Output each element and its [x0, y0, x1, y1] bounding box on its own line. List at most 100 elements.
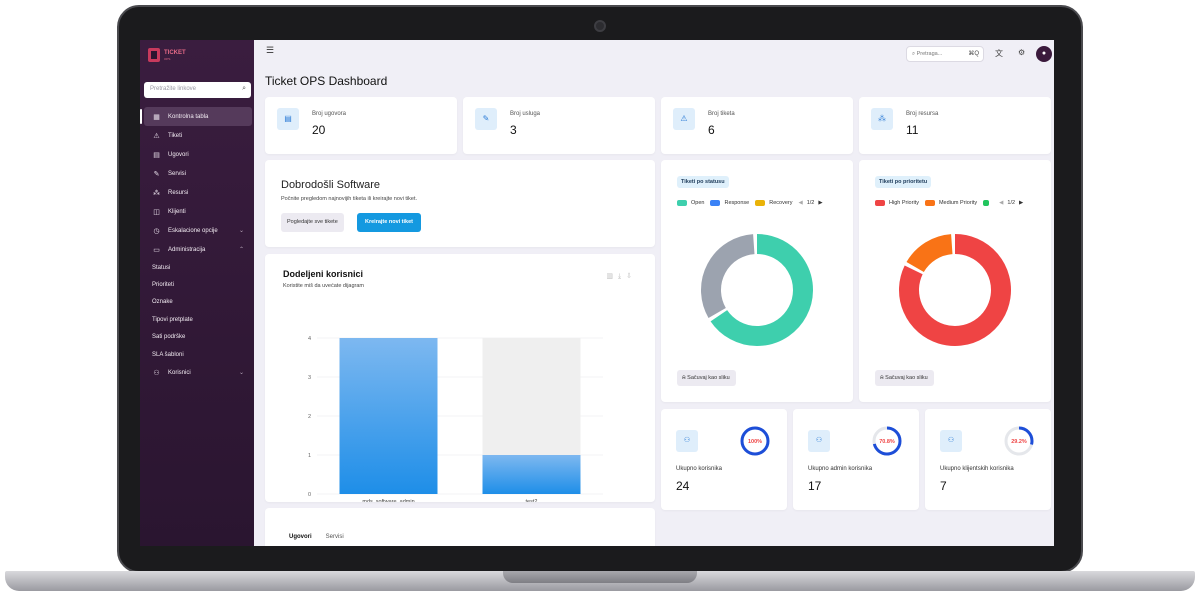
- prev-page-icon[interactable]: ◀: [798, 200, 803, 206]
- bar-chart[interactable]: 0 1 2 3 4 mds_software_admin test2: [265, 254, 655, 502]
- export-icon[interactable]: ⤓: [618, 273, 627, 280]
- wrench-icon: ✎: [153, 170, 160, 178]
- welcome-card: Dobrodošli Software Počnite pregledom na…: [265, 160, 655, 247]
- folder-icon: ▭: [153, 246, 160, 254]
- stat-card-services: ✎ Broj usluga 3: [463, 97, 655, 154]
- ring-progress: [1004, 426, 1034, 456]
- legend-label: High Priority: [889, 200, 919, 206]
- sidebar-nav: ▦ Kontrolna tabla ⚠ Tiketi ▤ Ugovori ✎ S…: [140, 107, 252, 382]
- save-image-button[interactable]: ⍾ Sačuvaj kao sliku: [875, 370, 934, 386]
- legend-swatch: [755, 200, 766, 206]
- legend-item[interactable]: [983, 200, 993, 206]
- user-card-admin: ⚇ 70.8% Ukupno admin korisnika 17: [793, 409, 919, 510]
- sidebar-search-input[interactable]: Pretražite linkove ⌕: [144, 82, 251, 98]
- welcome-text: Počnite pregledom najnovijih tiketa ili …: [281, 196, 418, 202]
- sidebar-item-dashboard[interactable]: ▦ Kontrolna tabla: [140, 107, 252, 126]
- bottom-tabs-card: Ugovori Servisi: [265, 508, 655, 546]
- global-search-placeholder: Pretraga...: [916, 51, 943, 57]
- view-all-tickets-button[interactable]: Pogledajte sve tikete: [281, 213, 344, 232]
- tab-contracts[interactable]: Ugovori: [289, 534, 312, 540]
- chevron-down-icon: ⌄: [238, 370, 244, 377]
- save-image-label: Sačuvaj kao sliku: [885, 375, 928, 381]
- search-icon: ⌕: [912, 51, 917, 57]
- tab-services[interactable]: Servisi: [325, 534, 344, 540]
- sidebar-subitem-statuses[interactable]: Statusi: [152, 264, 171, 271]
- document-icon: ▤: [153, 151, 160, 159]
- logo-text: TICKET: [164, 49, 186, 56]
- stat-label: Broj resursa: [906, 111, 939, 117]
- sidebar-subitem-tags[interactable]: Oznake: [152, 299, 173, 306]
- sidebar-item-clients[interactable]: ◫ Klijenti: [144, 202, 252, 221]
- avatar[interactable]: ●: [1036, 46, 1052, 62]
- sidebar-item-resources[interactable]: ⁂ Resursi: [144, 183, 252, 202]
- legend-item[interactable]: Open: [677, 200, 704, 206]
- stat-label: Broj tiketa: [708, 111, 735, 117]
- legend-label: Medium Priority: [938, 200, 978, 206]
- legend-pager: ◀ 1/2 ▶: [999, 200, 1023, 206]
- legend-item[interactable]: Recovery: [755, 200, 792, 206]
- sidebar-item-label: Administracija: [168, 246, 206, 253]
- status-donut-chart[interactable]: [661, 220, 853, 370]
- create-ticket-button[interactable]: Kreirajte novi tiket: [357, 213, 421, 232]
- download-icon[interactable]: ⇩: [626, 273, 637, 280]
- save-image-button[interactable]: ⍾ Sačuvaj kao sliku: [677, 370, 736, 386]
- gear-icon[interactable]: ⚙: [1018, 48, 1026, 57]
- status-legend: Open Response Recovery ◀ 1/2 ▶: [677, 200, 823, 206]
- legend-page: 1/2: [806, 200, 815, 206]
- sidebar-subitem-sla-templates[interactable]: SLA šabloni: [152, 351, 184, 358]
- next-page-icon[interactable]: ▶: [818, 200, 823, 206]
- donut-slice: [899, 234, 1011, 346]
- next-page-icon[interactable]: ▶: [1019, 200, 1024, 206]
- global-search-input[interactable]: ⌕ Pretraga... ⌘Q: [906, 46, 984, 62]
- sidebar-item-administration[interactable]: ▭ Administracija ⌃: [144, 240, 252, 259]
- users-icon: ⚇: [808, 430, 830, 452]
- sidebar-subitem-support-hours[interactable]: Sati podrške: [152, 334, 186, 341]
- user-card-label: Ukupno klijentskih korisnika: [940, 466, 1014, 472]
- x-tick-label: test2: [526, 499, 538, 502]
- sidebar-item-escalation[interactable]: ◷ Eskalacione opcije ⌄: [144, 221, 252, 240]
- sidebar-item-label: Kontrolna tabla: [168, 113, 209, 120]
- sidebar-item-contracts[interactable]: ▤ Ugovori: [144, 145, 252, 164]
- user-card-total: ⚇ 100% Ukupno korisnika 24: [661, 409, 787, 510]
- sidebar-item-users[interactable]: ⚇ Korisnici ⌄: [144, 363, 252, 382]
- wrench-icon: ✎: [475, 108, 497, 130]
- legend-item[interactable]: Response: [710, 200, 749, 206]
- bar: [482, 455, 581, 494]
- document-icon: ▤: [277, 108, 299, 130]
- cluster-icon: ⁂: [871, 108, 893, 130]
- legend-item[interactable]: Medium Priority: [924, 200, 978, 206]
- user-card-label: Ukupno korisnika: [676, 466, 723, 472]
- y-tick-label: 4: [308, 336, 311, 342]
- menu-icon[interactable]: ☰: [266, 45, 275, 55]
- priority-donut-chart[interactable]: [859, 220, 1051, 370]
- user-card-label: Ukupno admin korisnika: [808, 466, 873, 472]
- welcome-title: Dobrodošli Software: [281, 179, 381, 191]
- percent-ring: 100%: [740, 426, 770, 456]
- legend-item[interactable]: High Priority: [875, 200, 919, 206]
- prev-page-icon[interactable]: ◀: [999, 200, 1004, 206]
- bottom-tabs: Ugovori Servisi: [289, 534, 344, 540]
- sidebar-subitem-subscription-types[interactable]: Tipovi pretplate: [152, 316, 193, 323]
- chart-toolbar[interactable]: ▥⤓⇩: [606, 272, 637, 281]
- translate-icon[interactable]: 文: [995, 49, 1003, 58]
- priority-legend: High Priority Medium Priority ◀ 1/2 ▶: [875, 200, 1023, 206]
- sidebar-item-label: Servisi: [168, 170, 187, 177]
- users-icon: ⚇: [153, 369, 160, 377]
- sidebar-item-services[interactable]: ✎ Servisi: [144, 164, 252, 183]
- user-card-clients: ⚇ 29.2% Ukupno klijentskih korisnika 7: [925, 409, 1051, 510]
- status-chart-badge: Tiketi po statusu: [677, 176, 729, 188]
- stat-value: 11: [906, 123, 919, 137]
- sidebar-item-tickets[interactable]: ⚠ Tiketi: [144, 126, 252, 145]
- ring-percent-label: 70.8%: [879, 439, 895, 445]
- clock-icon: ◷: [153, 227, 160, 235]
- bar-chart-icon[interactable]: ▥: [606, 273, 619, 280]
- sidebar-subitem-priorities[interactable]: Prioriteti: [152, 282, 175, 289]
- sidebar-item-label: Resursi: [168, 189, 189, 196]
- sidebar: TICKET OPS Pretražite linkove ⌕ ▦ Kontro…: [140, 40, 254, 546]
- donut-slice: [906, 234, 954, 273]
- bell-icon: ⍾: [880, 375, 886, 381]
- logo[interactable]: TICKET OPS: [148, 48, 186, 62]
- legend-swatch: [924, 200, 935, 206]
- chart-subtitle: Koristite miš da uvećate dijagram: [283, 283, 365, 289]
- legend-label: Open: [691, 200, 705, 206]
